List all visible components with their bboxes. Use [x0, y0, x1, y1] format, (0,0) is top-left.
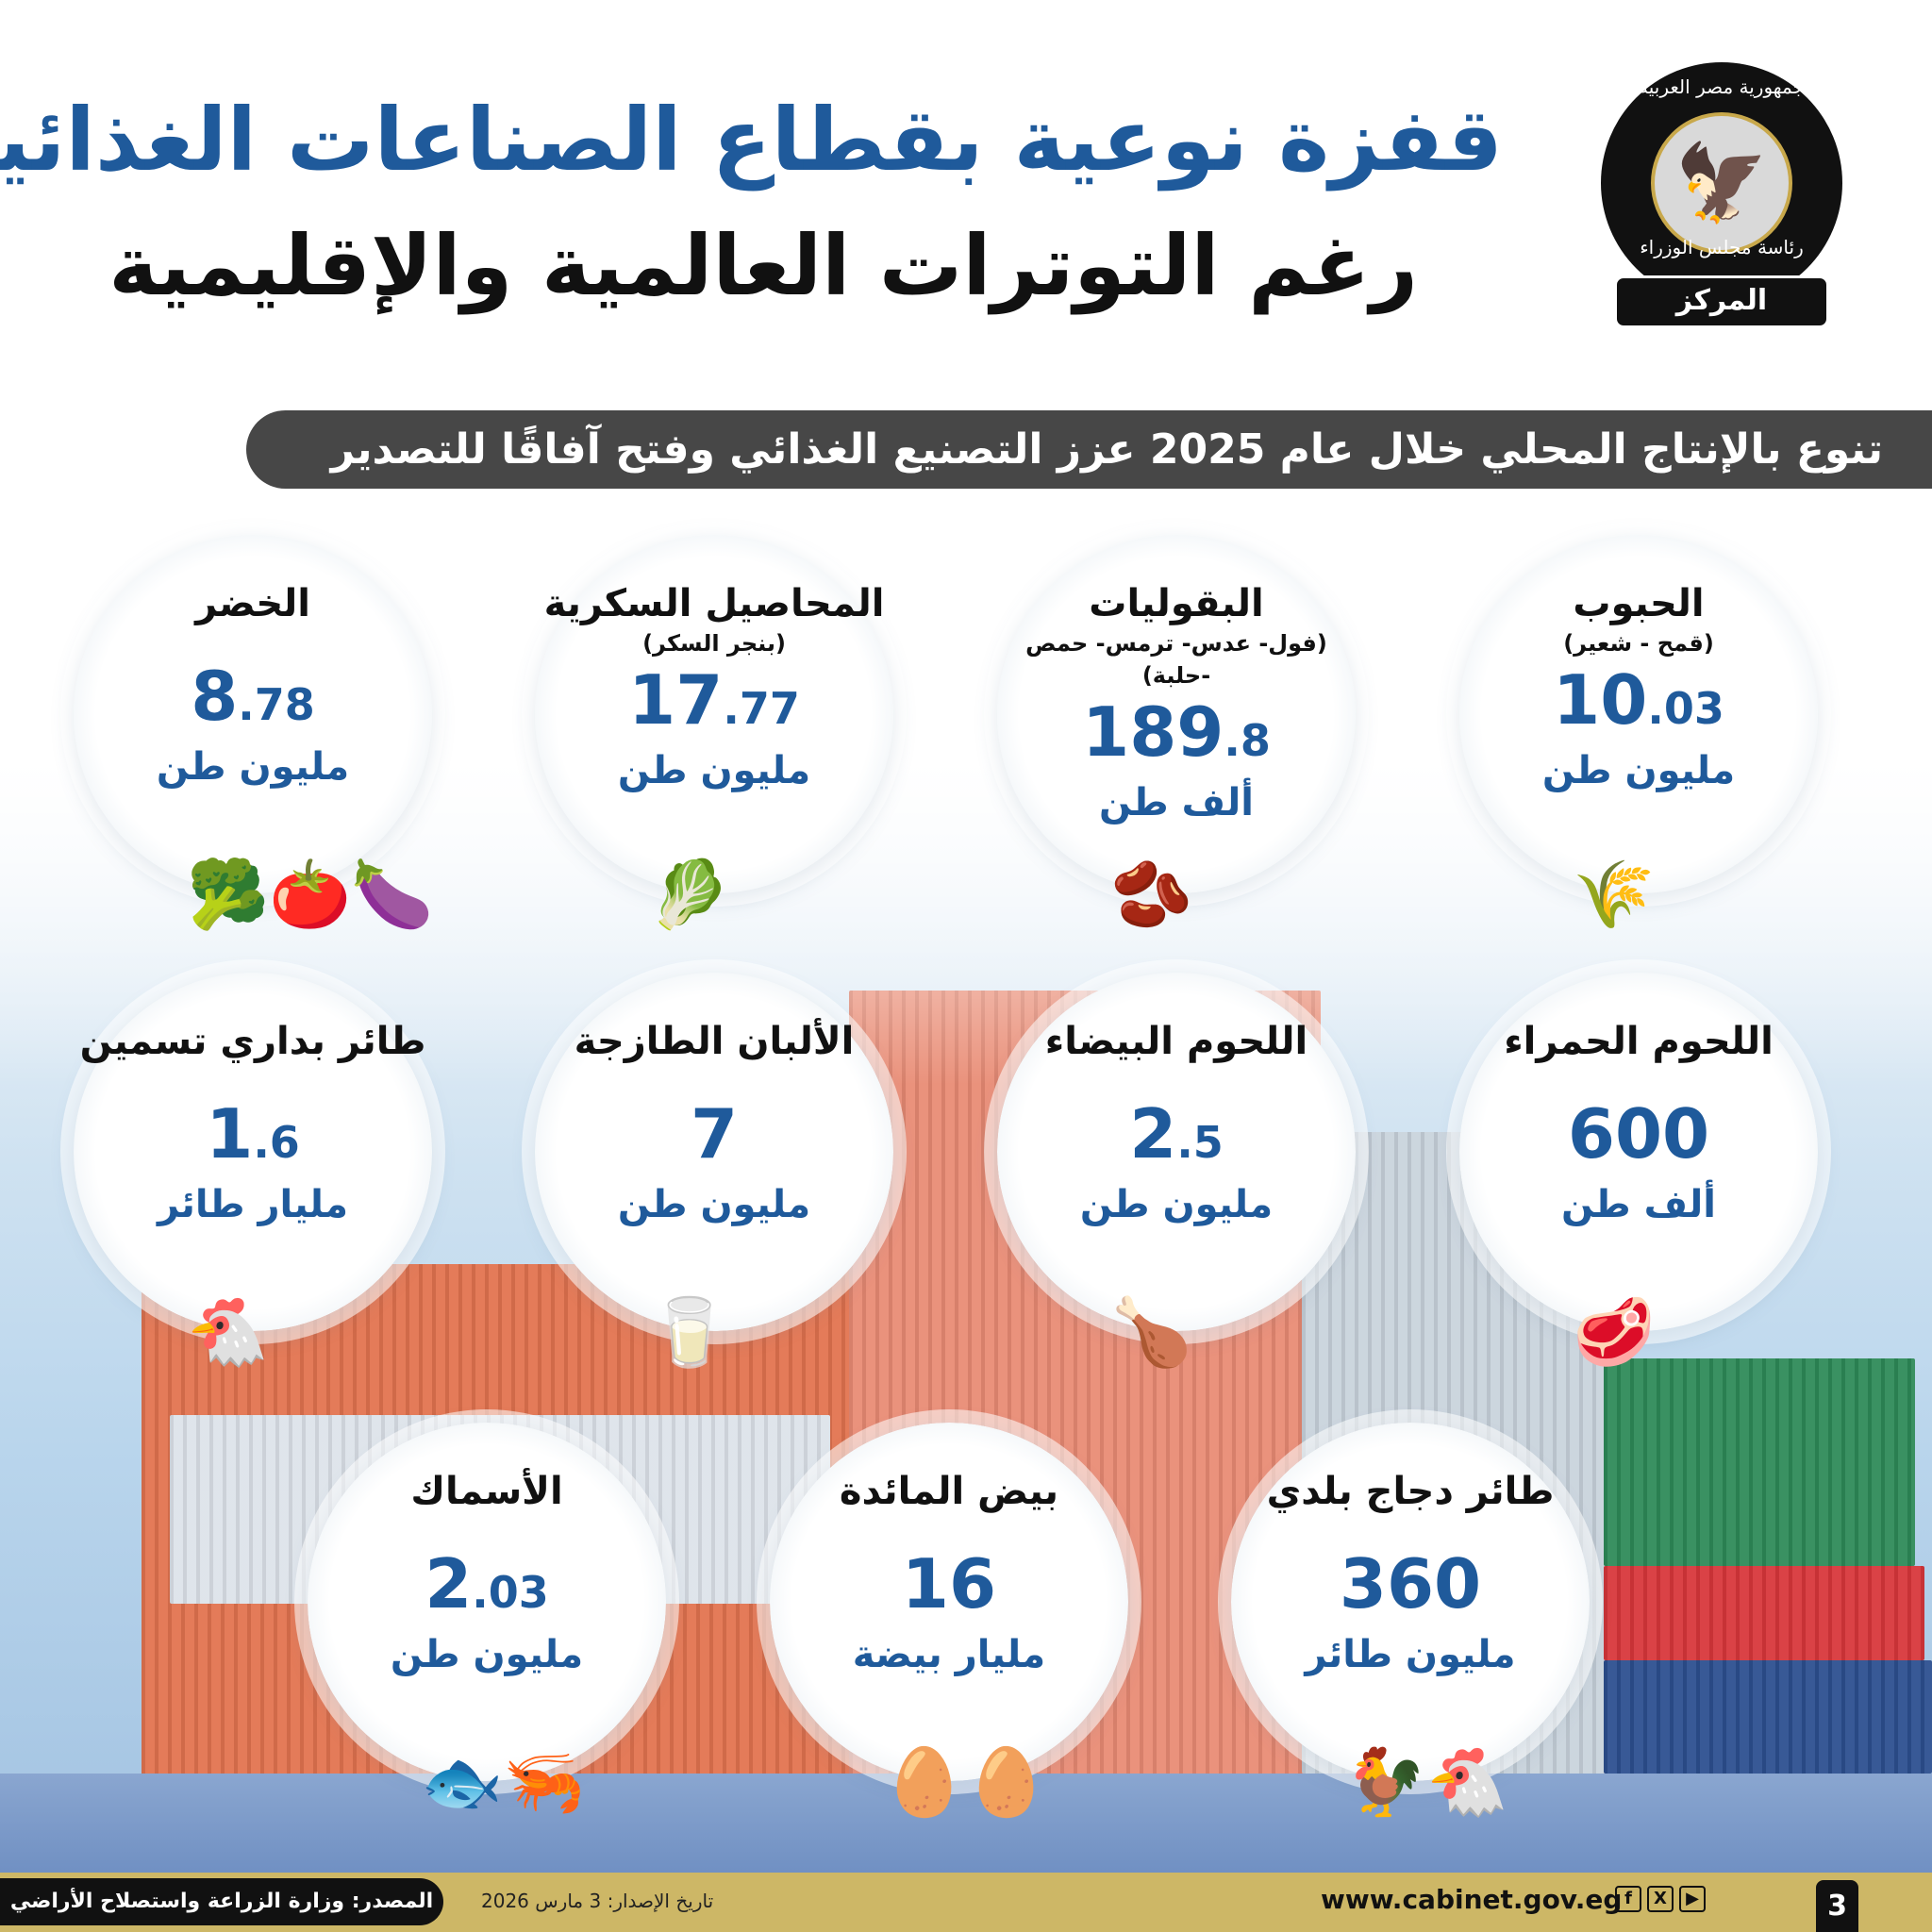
stat-value-dec: .03	[1647, 683, 1724, 734]
stat-label: طائر بداري تسمين	[79, 1020, 426, 1063]
stat-label: بيض المائدة	[839, 1470, 1059, 1513]
stat-value-int: 2	[425, 1544, 473, 1624]
eggs-icon: 🥚🥚	[883, 1743, 1048, 1821]
stat-value-int: 16	[901, 1544, 997, 1624]
stat-value-dec: .5	[1176, 1117, 1224, 1168]
red-meat-icon: 🥩	[1573, 1293, 1656, 1371]
stat-unit: مليار بيضة	[852, 1633, 1046, 1676]
stat-value: 7	[535, 1093, 893, 1183]
stat-sublabel: (فول- عدس- ترمس- حمص -حلبة)	[1025, 630, 1327, 689]
stat-circle: الحبوب (قمح - شعير) 10.03 مليون طن	[1459, 535, 1818, 893]
website-link[interactable]: www.cabinet.gov.eg	[1321, 1884, 1623, 1915]
stat-unit: مليون طائر	[1305, 1633, 1516, 1676]
stat-value-dec: .6	[253, 1117, 300, 1168]
stat-value: 16	[770, 1543, 1128, 1633]
stat-circle: الألبان الطازجة 7 مليون طن	[535, 973, 893, 1331]
stat-circle: طائر دجاج بلدي 360 مليون طائر	[1231, 1423, 1590, 1781]
stat-unit: ألف طن	[1561, 1183, 1716, 1226]
stat-sublabel: (قمح - شعير)	[1563, 630, 1714, 657]
stat-value-dec: .77	[723, 683, 800, 734]
stat-value: 17.77	[535, 659, 893, 749]
stat-sublabel: (بنجر السكر)	[642, 630, 786, 657]
title-line1: قفزة نوعية بقطاع الصناعات الغذائية	[0, 90, 1503, 191]
stat-value-int: 600	[1567, 1094, 1710, 1174]
stat-value: 1.6	[74, 1093, 432, 1183]
broiler-icon: 🐔	[187, 1293, 270, 1371]
stat-circle: الأسماك 2.03 مليون طن	[308, 1423, 666, 1781]
logo-bottom-text: رئاسة مجلس الوزراء	[1640, 236, 1804, 258]
legumes-icon: 🫘	[1110, 856, 1193, 933]
stat-value: 10.03	[1459, 659, 1818, 749]
stat-unit: مليون طن	[1079, 1183, 1274, 1226]
stat-label: المحاصيل السكرية	[543, 582, 885, 625]
stat-label: طائر دجاج بلدي	[1266, 1470, 1555, 1513]
stat-value-dec: .78	[238, 679, 315, 730]
cabinet-logo: جمهورية مصر العربية 🦅 رئاسة مجلس الوزراء…	[1601, 62, 1842, 362]
facebook-icon[interactable]: f	[1615, 1886, 1641, 1912]
stat-unit: مليار طائر	[158, 1183, 348, 1226]
stat-circle: طائر بداري تسمين 1.6 مليار طائر	[74, 973, 432, 1331]
stat-value: 189.8	[997, 691, 1356, 781]
stat-circle: الخضر 8.78 مليون طن	[74, 535, 432, 893]
hens-icon: 🐓🐔	[1344, 1743, 1509, 1821]
logo-top-text: جمهورية مصر العربية	[1639, 75, 1805, 98]
stat-label: اللحوم الحمراء	[1504, 1020, 1774, 1063]
vegetables-icon: 🥦🍅🍆	[187, 856, 434, 933]
stat-label: اللحوم البيضاء	[1044, 1020, 1308, 1063]
stat-unit: مليون طن	[617, 749, 811, 792]
logo-ribbon: المركز الإعلامي	[1614, 275, 1829, 362]
page-number: 3	[1816, 1880, 1858, 1932]
stat-value-int: 2	[1129, 1094, 1177, 1174]
stat-value-int: 8	[191, 657, 239, 736]
stat-value-int: 189	[1082, 692, 1224, 772]
stat-circle: البقوليات (فول- عدس- ترمس- حمص -حلبة) 189.…	[997, 535, 1356, 893]
sugar-beet-icon: 🥬	[648, 856, 731, 933]
containers-blue	[1604, 1660, 1932, 1774]
stat-unit: ألف طن	[1099, 781, 1254, 824]
fish-icon: 🐟🦐	[421, 1743, 586, 1821]
stat-label: الألبان الطازجة	[574, 1020, 855, 1063]
stat-value-int: 360	[1339, 1544, 1482, 1624]
ground	[0, 1774, 1932, 1877]
stat-value-int: 10	[1553, 660, 1648, 740]
stat-value-int: 7	[690, 1094, 739, 1174]
milk-icon: 🥛	[648, 1293, 731, 1371]
stat-circle: اللحوم الحمراء 600 ألف طن	[1459, 973, 1818, 1331]
stat-value: 2.5	[997, 1093, 1356, 1183]
stat-unit: مليون طن	[1541, 749, 1736, 792]
stat-label: الخضر	[195, 582, 310, 625]
footer: المصدر: وزارة الزراعة واستصلاح الأراضي ت…	[0, 1873, 1932, 1932]
subtitle-banner: تنوع بالإنتاج المحلي خلال عام 2025 عزز ا…	[246, 410, 1932, 489]
wheat-icon: 🌾	[1573, 856, 1656, 933]
stat-label: الأسماك	[410, 1470, 563, 1513]
source-label: المصدر: وزارة الزراعة واستصلاح الأراضي	[0, 1878, 443, 1925]
containers-red	[1604, 1566, 1924, 1660]
stat-value: 2.03	[308, 1543, 666, 1633]
eagle-icon: 🦅	[1651, 112, 1792, 254]
stat-value-dec: .03	[472, 1567, 549, 1618]
stat-label: البقوليات	[1089, 582, 1264, 625]
stat-value: 600	[1459, 1093, 1818, 1183]
x-icon[interactable]: X	[1647, 1886, 1674, 1912]
stat-value-int: 1	[206, 1094, 254, 1174]
stat-value-int: 17	[628, 660, 724, 740]
youtube-icon[interactable]: ▶	[1679, 1886, 1706, 1912]
release-date: تاريخ الإصدار: 3 مارس 2026	[481, 1890, 714, 1912]
stat-circle: المحاصيل السكرية (بنجر السكر) 17.77 مليون ط…	[535, 535, 893, 893]
stat-value: 360	[1231, 1543, 1590, 1633]
stat-unit: مليون طن	[617, 1183, 811, 1226]
stat-value-dec: .8	[1224, 715, 1271, 766]
containers-green	[1604, 1358, 1915, 1566]
stat-label: الحبوب	[1573, 582, 1705, 625]
stat-circle: بيض المائدة 16 مليار بيضة	[770, 1423, 1128, 1781]
stat-value: 8.78	[74, 656, 432, 745]
stat-unit: مليون طن	[156, 745, 350, 789]
stat-circle: اللحوم البيضاء 2.5 مليون طن	[997, 973, 1356, 1331]
stat-unit: مليون طن	[390, 1633, 584, 1676]
title-line2: رغم التوترات العالمية والإقليمية	[108, 217, 1418, 314]
chicken-meat-icon: 🍗	[1110, 1293, 1193, 1371]
